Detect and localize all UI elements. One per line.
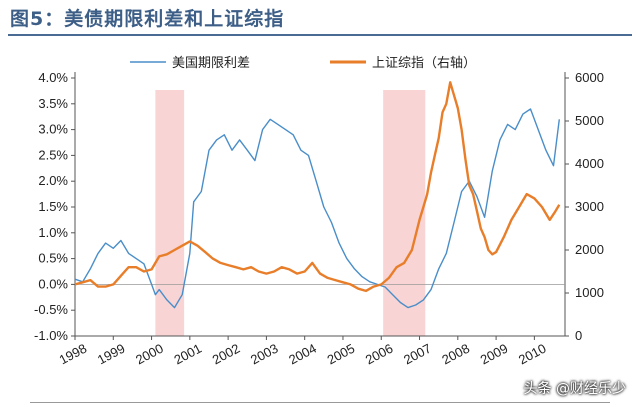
chart-axes: 4.0% 3.5% 3.0% 2.5% 2.0% 1.5% 1.0% 0.5% 0.0% -0.5… bbox=[34, 70, 604, 367]
right-tick-label: 6000 bbox=[575, 70, 604, 85]
chart-title: 图5：美债期限利差和上证综指 bbox=[10, 8, 285, 30]
title-underline bbox=[8, 34, 632, 36]
left-tick-label: 0.5% bbox=[38, 251, 68, 266]
right-tick-label: 2000 bbox=[575, 242, 604, 257]
shaded-periods bbox=[155, 90, 426, 336]
right-tick-label: 3000 bbox=[575, 199, 604, 214]
watermark: 头条 @财经乐少 bbox=[523, 381, 626, 397]
series-line-spread bbox=[74, 108, 560, 309]
x-tick-label: 2003 bbox=[248, 341, 281, 368]
series-lines bbox=[74, 81, 561, 309]
right-tick-label: 4000 bbox=[575, 156, 604, 171]
left-tick-label: 2.0% bbox=[38, 173, 68, 188]
left-tick-label: -1.0% bbox=[34, 328, 68, 343]
x-tick-label: 2007 bbox=[401, 341, 434, 368]
x-tick-label: 1999 bbox=[95, 341, 128, 368]
x-tick-label: 2002 bbox=[210, 341, 243, 368]
left-tick-label: 1.0% bbox=[38, 225, 68, 240]
x-tick-label: 2005 bbox=[325, 341, 358, 368]
left-tick-label: 2.5% bbox=[38, 147, 68, 162]
x-tick-label: 2009 bbox=[478, 341, 511, 368]
x-tick-label: 2006 bbox=[363, 341, 396, 368]
bottom-divider bbox=[30, 402, 610, 403]
shaded-period-0 bbox=[155, 90, 185, 336]
shaded-period-1 bbox=[383, 90, 426, 336]
left-tick-label: 4.0% bbox=[38, 70, 68, 85]
left-tick-label: 1.5% bbox=[38, 199, 68, 214]
right-tick-label: 1000 bbox=[575, 285, 604, 300]
legend-label-0: 美国期限利差 bbox=[172, 56, 250, 71]
right-tick-label: 5000 bbox=[575, 113, 604, 128]
left-tick-label: -0.5% bbox=[34, 302, 68, 317]
left-tick-label: 3.0% bbox=[38, 122, 68, 137]
x-tick-label: 2008 bbox=[439, 341, 472, 368]
left-tick-label: 3.5% bbox=[38, 96, 68, 111]
series-line-index bbox=[74, 81, 561, 293]
x-tick-label: 2000 bbox=[133, 341, 166, 368]
right-tick-label: 0 bbox=[575, 328, 582, 343]
legend: 美国期限利差 上证综指（右轴） bbox=[130, 56, 476, 71]
x-tick-label: 1998 bbox=[57, 341, 90, 368]
x-tick-label: 2004 bbox=[286, 341, 319, 368]
legend-label-1: 上证综指（右轴） bbox=[372, 56, 476, 71]
left-tick-label: 0.0% bbox=[38, 276, 68, 291]
x-tick-label: 2010 bbox=[516, 341, 549, 368]
x-tick-label: 2001 bbox=[171, 341, 204, 368]
